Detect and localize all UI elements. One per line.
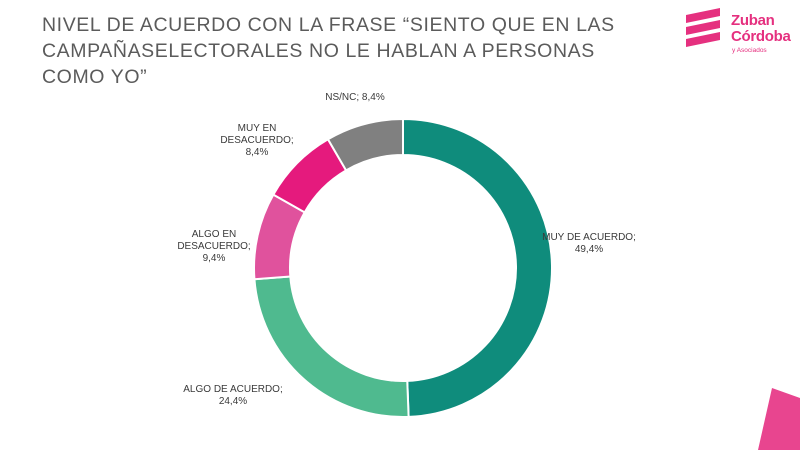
logo-stripes-icon [686, 8, 720, 47]
slice-label: MUY DE ACUERDO; 49,4% [542, 232, 636, 255]
logo-wordmark: Zuban Córdoba [731, 13, 791, 45]
logo-tagline: y Asociados [732, 47, 767, 54]
donut-slice [402, 117, 553, 418]
logo-name-line2: Córdoba [731, 28, 791, 45]
slice-label: NS/NC; 8,4% [325, 92, 385, 103]
slice-label: ALGO EN DESACUERDO; 9,4% [177, 229, 250, 264]
logo-name-line1: Zuban [731, 12, 775, 29]
corner-accent-shape [758, 388, 800, 450]
slice-label: MUY EN DESACUERDO; 8,4% [220, 123, 293, 158]
donut-slice [253, 275, 410, 418]
slice-label: ALGO DE ACUERDO; 24,4% [183, 384, 282, 407]
chart-title: NIVEL DE ACUERDO CON LA FRASE “SIENTO QU… [42, 14, 615, 88]
donut-slice [326, 117, 404, 172]
brand-logo: Zuban Córdoba y Asociados [680, 6, 798, 58]
